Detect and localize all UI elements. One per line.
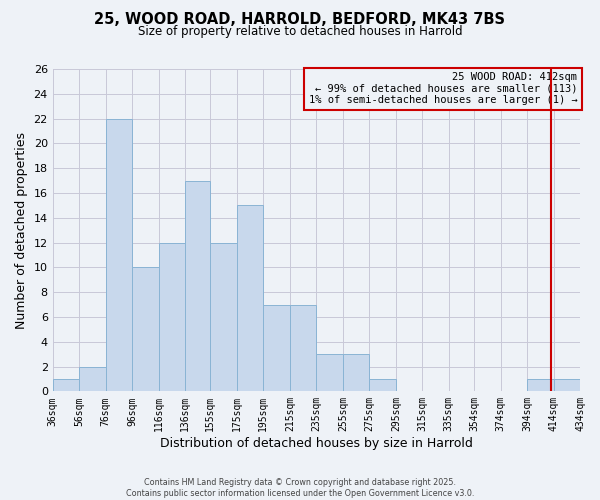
- Bar: [53, 379, 79, 392]
- Bar: [158, 242, 185, 392]
- Text: 25 WOOD ROAD: 412sqm
← 99% of detached houses are smaller (113)
1% of semi-detac: 25 WOOD ROAD: 412sqm ← 99% of detached h…: [308, 72, 577, 106]
- Bar: [316, 354, 343, 392]
- Bar: [527, 379, 554, 392]
- Bar: [237, 206, 263, 392]
- Bar: [554, 379, 580, 392]
- Bar: [263, 304, 290, 392]
- Bar: [370, 379, 396, 392]
- Bar: [211, 242, 237, 392]
- Bar: [185, 180, 211, 392]
- Bar: [343, 354, 370, 392]
- X-axis label: Distribution of detached houses by size in Harrold: Distribution of detached houses by size …: [160, 437, 473, 450]
- Text: 25, WOOD ROAD, HARROLD, BEDFORD, MK43 7BS: 25, WOOD ROAD, HARROLD, BEDFORD, MK43 7B…: [95, 12, 505, 28]
- Y-axis label: Number of detached properties: Number of detached properties: [15, 132, 28, 328]
- Bar: [132, 268, 158, 392]
- Text: Contains HM Land Registry data © Crown copyright and database right 2025.
Contai: Contains HM Land Registry data © Crown c…: [126, 478, 474, 498]
- Bar: [79, 366, 106, 392]
- Bar: [106, 118, 132, 392]
- Bar: [290, 304, 316, 392]
- Text: Size of property relative to detached houses in Harrold: Size of property relative to detached ho…: [137, 25, 463, 38]
